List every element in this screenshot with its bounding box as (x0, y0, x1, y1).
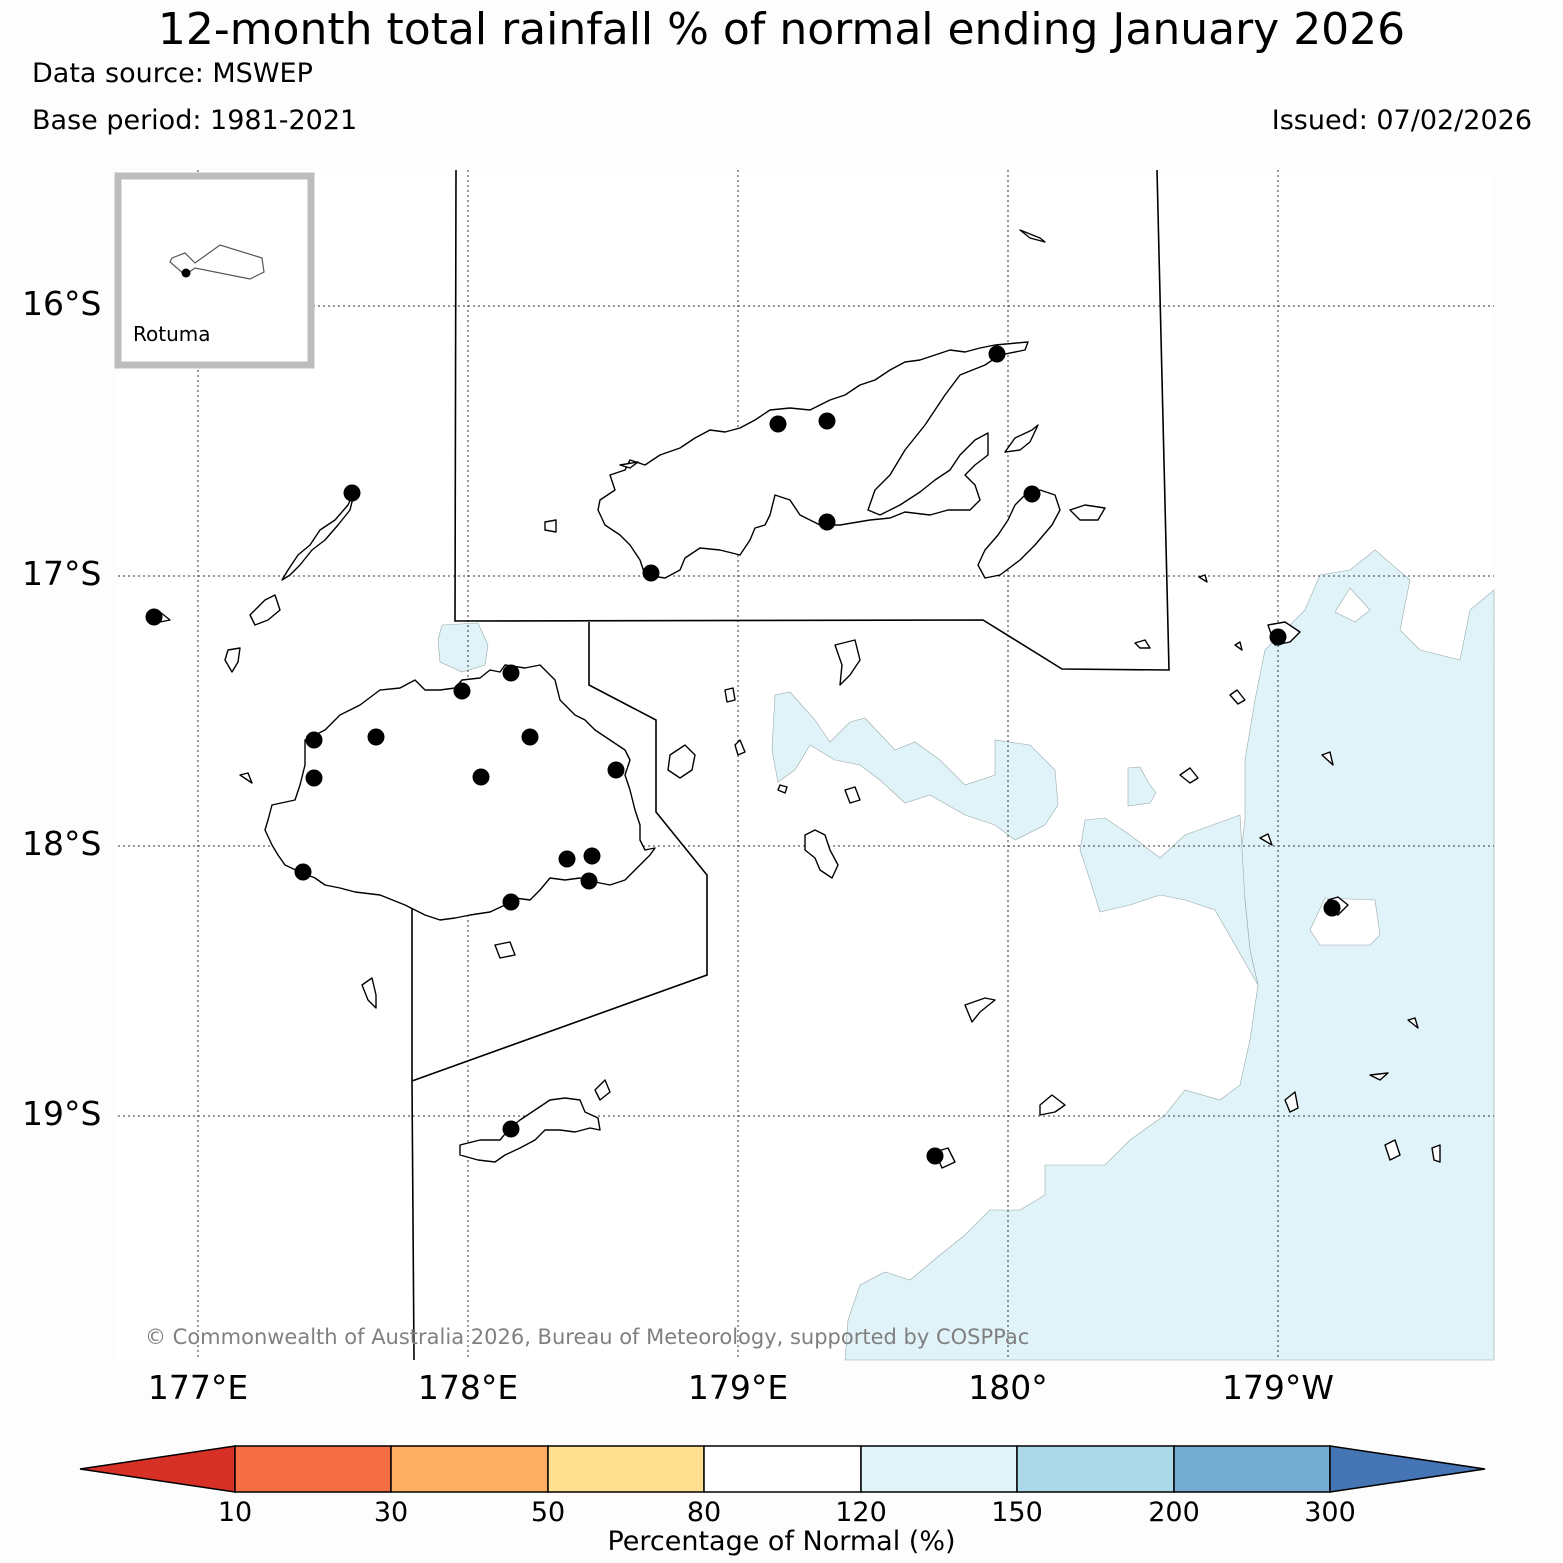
colorbar-tick: 200 (1148, 1497, 1200, 1528)
base-period-label: Base period: 1981-2021 (32, 105, 358, 136)
lon-label-180: 180° (968, 1368, 1048, 1407)
lon-label-179e: 179°E (687, 1368, 789, 1407)
colorbar-tick: 300 (1304, 1497, 1356, 1528)
station-marker (521, 728, 539, 746)
station-marker (502, 1120, 520, 1138)
colorbar-segment (390, 1445, 549, 1493)
island-viti-levu (264, 664, 656, 921)
wet-anomaly-areas (437, 549, 1495, 1361)
station-marker (1323, 899, 1341, 917)
station-marker (818, 412, 836, 430)
colorbar-tick: 10 (217, 1497, 253, 1528)
colorbar-tick: 30 (373, 1497, 409, 1528)
station-marker (583, 847, 601, 865)
island-yasawa (281, 489, 356, 581)
wet-area-mid (771, 691, 1059, 841)
station-marker (1023, 485, 1041, 503)
island-taveuni (977, 489, 1061, 579)
wet-area-northwest (437, 622, 489, 673)
colorbar-segment (860, 1445, 1018, 1493)
station-marker (502, 664, 520, 682)
station-marker (453, 682, 471, 700)
colorbar-segment (1173, 1445, 1331, 1493)
lon-label-178e: 178°E (417, 1368, 519, 1407)
coastlines (149, 229, 1441, 1169)
station-marker (343, 484, 361, 502)
colorbar-segment (79, 1445, 236, 1493)
colorbar-segment (234, 1445, 392, 1493)
station-marker (145, 608, 163, 626)
station-marker (294, 863, 312, 881)
station-marker (988, 345, 1006, 363)
station-marker (502, 893, 520, 911)
station-marker (305, 731, 323, 749)
lat-label-17s: 17°S (22, 554, 102, 593)
station-marker (607, 761, 625, 779)
station-marker (580, 872, 598, 890)
station-marker (1269, 628, 1287, 646)
lon-label-179w: 179°W (1221, 1368, 1335, 1407)
station-marker (642, 564, 660, 582)
issued-date-label: Issued: 07/02/2026 (1271, 105, 1532, 136)
rotuma-inset (114, 172, 315, 369)
station-marker (926, 1147, 944, 1165)
rainfall-stations (145, 345, 1341, 1165)
wet-area-patch (1127, 766, 1157, 807)
island-koro (667, 744, 696, 779)
colorbar-segment (1016, 1445, 1175, 1493)
data-source-label: Data source: MSWEP (32, 58, 313, 89)
colorbar-segment (547, 1445, 705, 1493)
lat-label-18s: 18°S (22, 824, 102, 863)
inset-label: Rotuma (133, 322, 211, 346)
map-title: 12-month total rainfall % of normal endi… (157, 4, 1406, 55)
copyright-notice: © Commonwealth of Australia 2026, Bureau… (145, 1325, 1029, 1349)
colorbar-tick: 150 (991, 1497, 1043, 1528)
colorbar-tick: 50 (530, 1497, 566, 1528)
lon-label-177e: 177°E (147, 1368, 249, 1407)
station-marker (305, 769, 323, 787)
station-marker (472, 768, 490, 786)
lat-label-16s: 16°S (22, 284, 102, 323)
station-marker (367, 728, 385, 746)
division-boundaries (411, 169, 1170, 1361)
lat-label-19s: 19°S (22, 1094, 102, 1133)
wet-area-central (1079, 814, 1259, 986)
station-marker (558, 850, 576, 868)
colorbar-tick: 80 (686, 1497, 722, 1528)
island-vanua-levu (597, 341, 1029, 579)
colorbar-label: Percentage of Normal (%) (607, 1526, 956, 1557)
island-ovalau (834, 639, 861, 686)
station-marker (818, 513, 836, 531)
station-marker (769, 415, 787, 433)
island-gau (804, 829, 839, 879)
colorbar-segment (1329, 1445, 1486, 1493)
colorbar (79, 1445, 1486, 1493)
colorbar-segment (703, 1445, 862, 1493)
colorbar-tick: 120 (835, 1497, 887, 1528)
